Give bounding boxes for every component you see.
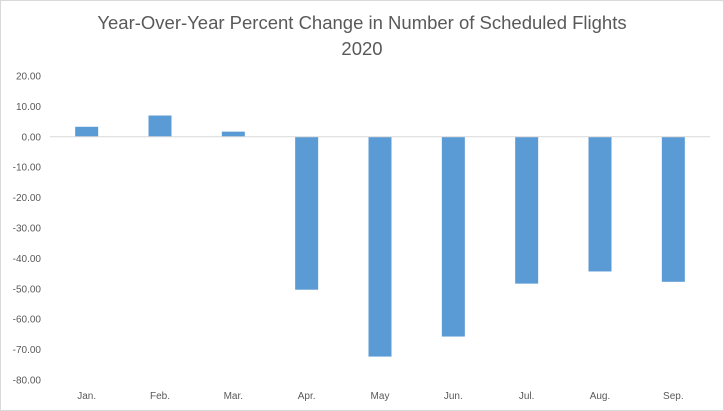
x-tick-label: Aug. (590, 391, 611, 402)
bar-mar (221, 131, 245, 137)
bar-aug (588, 136, 612, 272)
bar-feb (148, 115, 172, 137)
bar-apr (295, 136, 319, 290)
y-tick-label: -60.00 (13, 315, 42, 326)
x-axis-ticks: Jan. Feb. Mar. Apr. May Jun. Jul. Aug. Sep. (77, 391, 683, 402)
x-tick-label: Jul. (519, 391, 535, 402)
x-tick-label: Feb. (150, 391, 170, 402)
y-tick-label: 20.00 (16, 72, 41, 83)
chart-title: Year-Over-Year Percent Change in Number … (97, 12, 627, 33)
x-tick-label: Jan. (77, 391, 96, 402)
y-tick-label: -50.00 (13, 284, 42, 295)
x-tick-label: Mar. (224, 391, 243, 402)
bars (75, 115, 685, 357)
y-tick-label: -70.00 (13, 345, 42, 356)
bar-may (368, 136, 392, 357)
chart-subtitle: 2020 (341, 38, 383, 59)
x-tick-label: Jun. (444, 391, 463, 402)
x-tick-label: Apr. (298, 391, 316, 402)
y-tick-label: -30.00 (13, 224, 42, 235)
x-tick-label: Sep. (663, 391, 684, 402)
chart-title-block: Year-Over-Year Percent Change in Number … (0, 10, 724, 62)
y-tick-label: -40.00 (13, 254, 42, 265)
bar-jan (75, 126, 99, 137)
y-tick-label: 0.00 (22, 132, 42, 143)
x-tick-label: May (371, 391, 390, 402)
y-axis-ticks: 20.00 10.00 0.00 -10.00 -20.00 -30.00 -40.00 -5… (13, 72, 42, 387)
bar-jun (441, 136, 465, 337)
y-tick-label: -20.00 (13, 193, 42, 204)
y-tick-label: -10.00 (13, 163, 42, 174)
y-tick-label: 10.00 (16, 102, 41, 113)
bar-sep (661, 136, 685, 282)
y-tick-label: -80.00 (13, 376, 42, 387)
bar-jul (515, 136, 539, 284)
